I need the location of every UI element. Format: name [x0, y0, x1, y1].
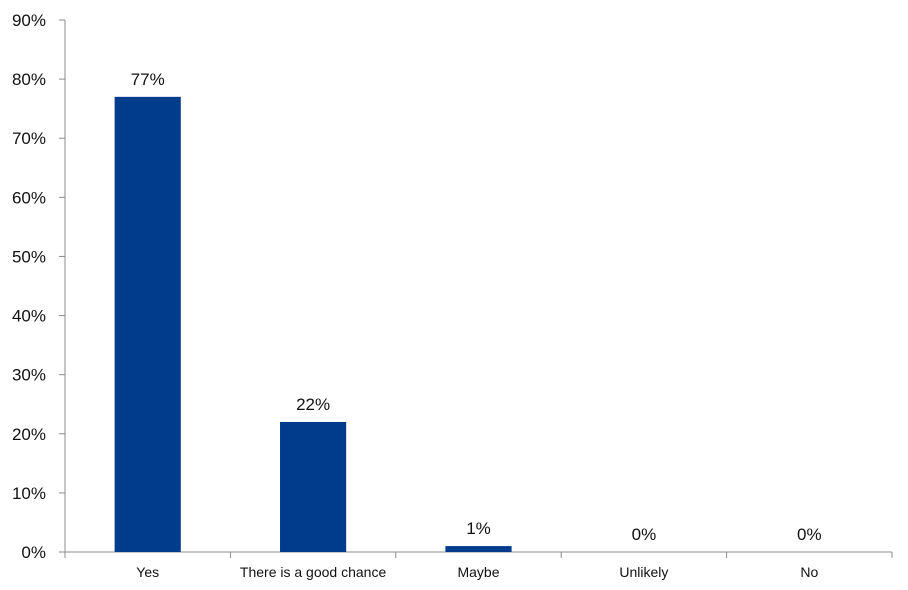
bar	[445, 546, 512, 552]
bar-value-label: 77%	[131, 70, 165, 89]
bar-value-label: 0%	[632, 525, 657, 544]
y-tick-label: 90%	[12, 11, 46, 30]
y-tick-label: 0%	[21, 543, 46, 562]
x-category-label: Maybe	[457, 564, 499, 580]
y-tick-label: 40%	[12, 307, 46, 326]
bar	[280, 421, 347, 552]
data-labels: 77% 22% 1% 0% 0%	[131, 70, 822, 544]
x-category-label: There is a good chance	[240, 564, 387, 580]
bar-value-label: 1%	[466, 519, 491, 538]
y-tick-label: 70%	[12, 129, 46, 148]
y-tick-label: 50%	[12, 247, 46, 266]
y-axis: 0% 10% 20% 30% 40% 50% 60% 70% 80% 90%	[12, 11, 66, 562]
x-category-label: No	[800, 564, 818, 580]
bar-value-label: 22%	[296, 395, 330, 414]
bar	[114, 96, 181, 552]
y-tick-label: 60%	[12, 188, 46, 207]
x-category-label: Yes	[136, 564, 159, 580]
x-axis: Yes There is a good chance Maybe Unlikely No	[64, 551, 893, 580]
y-tick-label: 20%	[12, 425, 46, 444]
y-tick-label: 30%	[12, 366, 46, 385]
y-tick-label: 10%	[12, 484, 46, 503]
x-category-label: Unlikely	[619, 564, 668, 580]
bar-value-label: 0%	[797, 525, 822, 544]
y-tick-label: 80%	[12, 70, 46, 89]
bars	[114, 96, 512, 552]
